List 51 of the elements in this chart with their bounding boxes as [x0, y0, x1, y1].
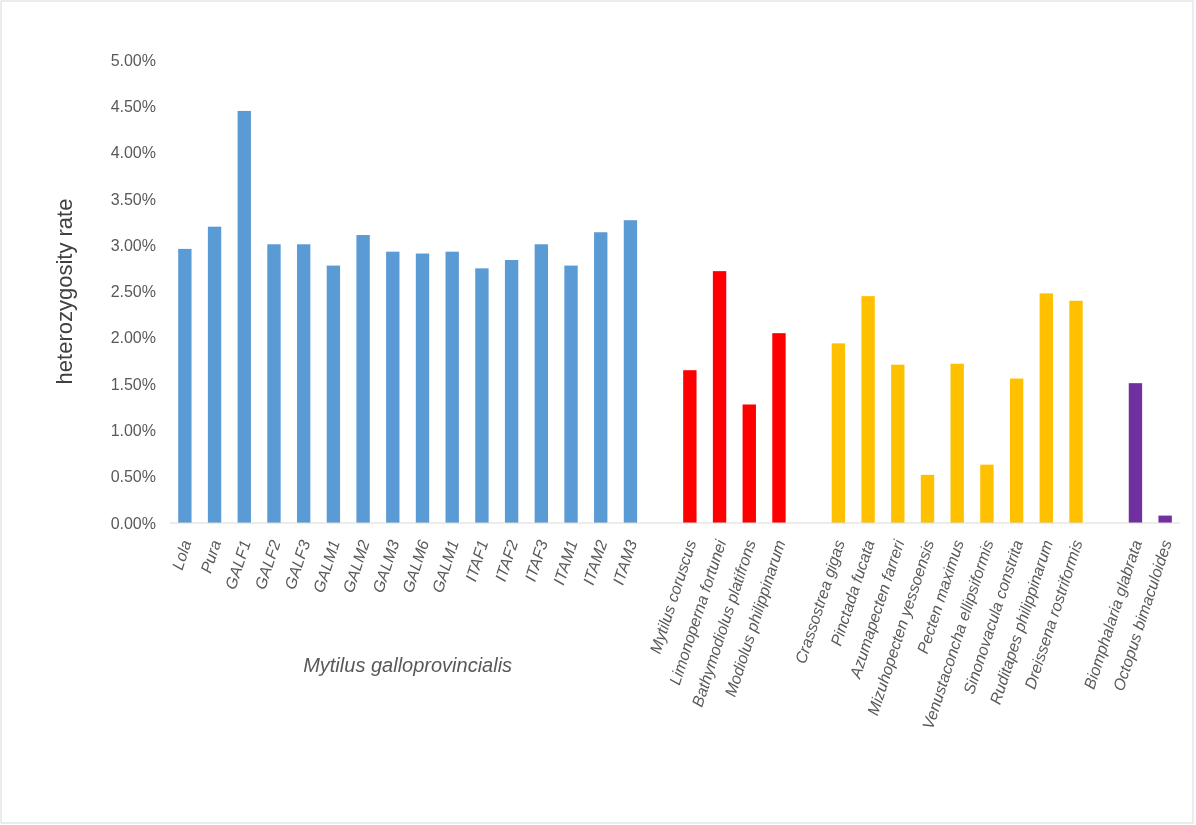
- bar: [623, 220, 638, 523]
- x-tick-label: ITAF1: [462, 537, 492, 584]
- y-tick-label: 0.00%: [110, 514, 156, 532]
- y-tick-label: 3.50%: [110, 190, 156, 208]
- y-tick-label: 0.50%: [110, 468, 156, 486]
- bar: [950, 363, 964, 523]
- bar: [564, 265, 578, 523]
- y-tick-label: 4.50%: [110, 97, 156, 115]
- x-tick-label: ITAM2: [579, 537, 611, 587]
- x-tick-label: ITAF3: [521, 537, 551, 584]
- y-tick-label: 2.50%: [110, 283, 156, 301]
- x-tick-label: ITAM3: [609, 537, 641, 587]
- bar: [504, 260, 519, 523]
- bar: [296, 244, 311, 523]
- bar: [861, 296, 875, 523]
- bar: [920, 474, 935, 523]
- bar: [326, 265, 341, 523]
- bar: [534, 244, 549, 523]
- x-tick-label: ITAM1: [550, 537, 581, 587]
- bar: [742, 404, 756, 523]
- bar: [386, 251, 400, 523]
- bar: [445, 251, 459, 523]
- x-tick-label: Lola: [168, 537, 195, 572]
- bar: [891, 364, 905, 523]
- y-tick-label: 2.00%: [110, 329, 156, 347]
- y-tick-label: 5.00%: [110, 51, 156, 69]
- bar: [267, 244, 281, 523]
- bar: [1039, 293, 1054, 523]
- bar: [475, 268, 489, 523]
- bar: [1009, 378, 1024, 523]
- y-axis-title: heterozygosity rate: [52, 198, 77, 385]
- bar: [207, 226, 222, 523]
- x-axis-title: Mytilus galloprovincialis: [303, 654, 513, 676]
- bar: [772, 333, 786, 523]
- bar: [980, 464, 994, 523]
- y-tick-label: 4.00%: [110, 144, 156, 162]
- bar: [356, 235, 370, 523]
- y-tick-label: 3.00%: [110, 236, 156, 254]
- bar: [415, 253, 430, 523]
- bar: [683, 370, 697, 523]
- bar: [594, 232, 608, 523]
- x-tick-label: GALF2: [251, 537, 284, 592]
- bar: [237, 110, 251, 523]
- y-tick-label: 1.00%: [110, 422, 156, 440]
- bar: [1128, 383, 1143, 523]
- x-tick-label: ITAF2: [491, 537, 522, 584]
- bar: [178, 248, 192, 523]
- bar: [831, 343, 846, 523]
- bar: [712, 271, 727, 523]
- y-tick-label: 1.50%: [110, 375, 156, 393]
- bar: [1069, 300, 1083, 523]
